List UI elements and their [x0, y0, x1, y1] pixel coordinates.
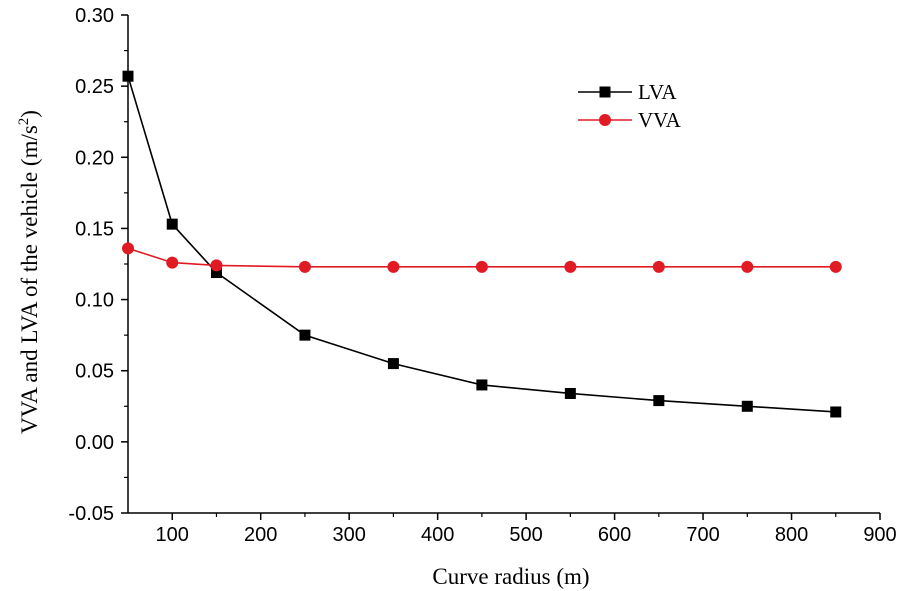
- y-tick-label: 0.15: [75, 218, 114, 240]
- vva-series: [122, 242, 842, 273]
- x-tick-label: 600: [598, 524, 631, 546]
- vva-point: [475, 260, 488, 273]
- lva-point: [741, 400, 753, 412]
- vva-point: [741, 260, 754, 273]
- y-tick-label: 0.30: [75, 5, 114, 27]
- x-tick-label: 300: [332, 524, 365, 546]
- y-tick-label: 0.25: [75, 76, 114, 98]
- y-tick-label: 0.20: [75, 147, 114, 169]
- vva-point: [829, 260, 842, 273]
- y-axis-ticks: -0.05 0.00 0.05 0.10 0.15 0.20 0.25 0.30: [68, 5, 128, 525]
- vva-point: [387, 260, 400, 273]
- vva-point: [652, 260, 665, 273]
- x-tick-label: 700: [686, 524, 719, 546]
- lva-point: [476, 379, 488, 391]
- lva-line: [127, 75, 836, 413]
- x-tick-label: 400: [421, 524, 454, 546]
- lva-point: [166, 218, 178, 230]
- y-tick-label: 0.10: [75, 290, 114, 312]
- x-axis-ticks: 100 200 300 400 500 600 700 800 900: [156, 513, 897, 546]
- x-tick-label: 500: [509, 524, 542, 546]
- legend-marker-lva: [599, 86, 611, 98]
- x-axis-title: Curve radius (m): [432, 564, 589, 589]
- x-tick-label: 100: [156, 524, 189, 546]
- x-tick-label: 800: [775, 524, 808, 546]
- vva-point: [166, 256, 179, 269]
- lva-point: [210, 267, 222, 279]
- vva-point: [564, 260, 577, 273]
- legend-label-vva: VVA: [638, 108, 682, 132]
- lva-series: [122, 70, 842, 418]
- vva-point: [122, 242, 134, 255]
- lva-point: [564, 387, 576, 399]
- legend: LVA VVA: [578, 80, 682, 132]
- legend-item-vva: VVA: [578, 108, 682, 132]
- y-axis-title-main: VVA and LVA of the vehicle (m/s: [17, 125, 42, 434]
- y-axis-title: VVA and LVA of the vehicle (m/s2): [16, 110, 42, 434]
- series-layer: [122, 70, 842, 418]
- lva-point: [122, 70, 134, 82]
- legend-marker-vva: [599, 114, 611, 126]
- vva-point: [210, 259, 223, 272]
- y-tick-label: 0.05: [75, 361, 114, 383]
- axes: [127, 15, 880, 514]
- y-tick-label: 0.00: [75, 432, 114, 454]
- y-axis-title-close: ): [17, 110, 42, 118]
- lva-point: [830, 406, 842, 418]
- vva-point: [298, 260, 311, 273]
- y-axis-title-superscript: 2: [16, 118, 32, 126]
- lva-point: [387, 358, 399, 370]
- y-tick-label: -0.05: [68, 503, 114, 525]
- lva-point: [299, 329, 311, 341]
- vva-line: [127, 247, 836, 268]
- x-tick-label: 200: [244, 524, 277, 546]
- lva-point: [653, 395, 665, 407]
- x-tick-label: 900: [863, 524, 896, 546]
- legend-label-lva: LVA: [638, 80, 677, 104]
- legend-item-lva: LVA: [578, 80, 677, 104]
